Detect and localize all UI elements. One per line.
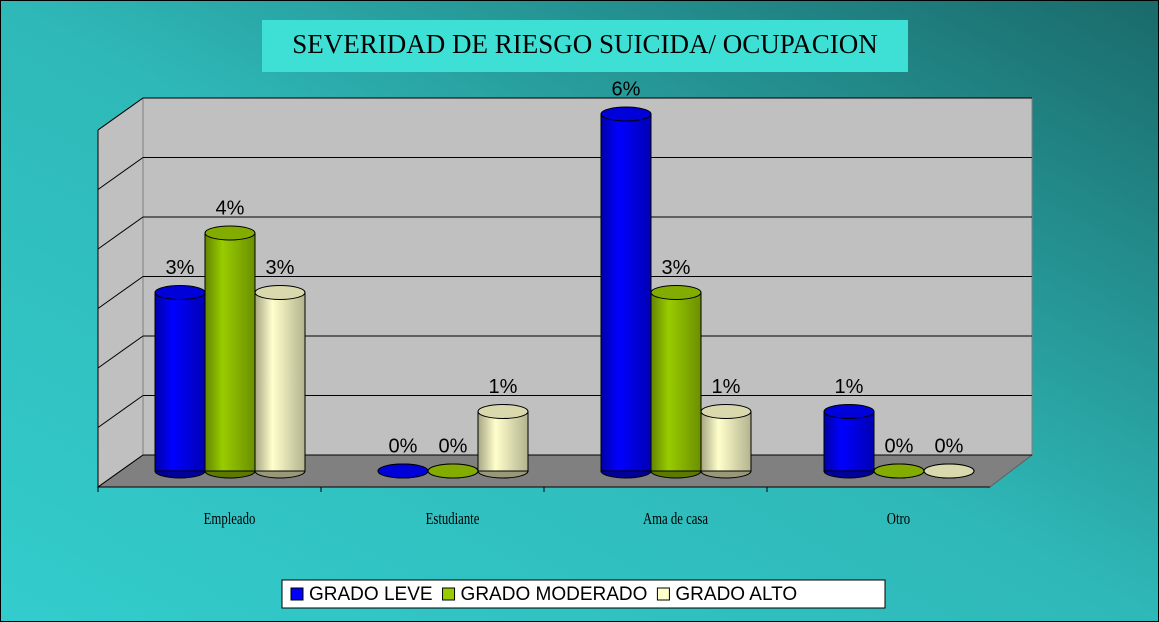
- bar-top: [650, 285, 702, 300]
- bar: [873, 463, 925, 479]
- side-grid-line: [97, 454, 144, 488]
- bar-body: [154, 292, 206, 472]
- bar-body: [650, 292, 702, 472]
- bar-top: [254, 285, 306, 300]
- side-grid-line: [97, 157, 144, 190]
- bar: [427, 463, 479, 479]
- data-label: 1%: [489, 376, 518, 398]
- bar-top: [873, 463, 925, 479]
- title-box: [262, 20, 908, 72]
- legend-label: GRADO MODERADO: [461, 584, 648, 605]
- bar: [923, 463, 975, 479]
- bar-body: [254, 292, 306, 472]
- x-tick-label: Estudiante: [426, 510, 480, 528]
- side-grid-line: [97, 395, 144, 428]
- chart-title: SEVERIDAD DE RIESGO SUICIDA/ OCUPACION: [292, 29, 878, 59]
- data-label: 0%: [389, 435, 418, 457]
- bar-top: [154, 285, 206, 300]
- legend-label: GRADO ALTO: [675, 584, 797, 605]
- legend-swatch: [656, 587, 670, 601]
- bar-top: [600, 106, 652, 122]
- bar-top: [477, 404, 529, 419]
- data-label: 0%: [439, 435, 468, 457]
- legend: [281, 579, 886, 609]
- bar-top: [700, 404, 752, 419]
- bar-top: [427, 463, 479, 479]
- bar: [823, 404, 875, 479]
- bar-body: [700, 411, 752, 472]
- side-grid-line: [97, 216, 144, 250]
- side-grid-line: [97, 276, 144, 309]
- bar-top: [923, 463, 975, 479]
- data-label: 1%: [835, 376, 864, 398]
- legend-swatch: [442, 587, 456, 601]
- data-label: 0%: [885, 435, 914, 457]
- bar-top: [823, 404, 875, 419]
- x-tick-label: Otro: [887, 510, 910, 528]
- side-grid-line: [97, 335, 144, 369]
- bar: [154, 285, 206, 479]
- data-label: 3%: [266, 257, 295, 279]
- bar-body: [204, 232, 256, 472]
- legend-swatch: [290, 587, 304, 601]
- bar-top: [204, 225, 256, 241]
- data-label: 3%: [662, 257, 691, 279]
- data-label: 6%: [612, 78, 641, 100]
- data-label: 3%: [166, 257, 195, 279]
- bar: [600, 106, 652, 479]
- bar: [204, 225, 256, 479]
- legend-items: GRADO LEVE GRADO MODERADO GRADO ALTO: [290, 584, 797, 605]
- legend-label: GRADO LEVE: [309, 584, 433, 605]
- bar-body: [600, 113, 652, 472]
- x-tick-label: Empleado: [204, 510, 256, 528]
- bar-body: [477, 411, 529, 472]
- side-grid-line: [97, 97, 144, 131]
- data-label: 0%: [935, 435, 964, 457]
- bar: [700, 404, 752, 479]
- bars: Empleado 3% 4% 3% Estudiante 0% 0% 1% Ama de cas…: [97, 78, 975, 528]
- data-label: 1%: [712, 376, 741, 398]
- x-tick-label: Ama de casa: [643, 510, 708, 528]
- bar: [254, 285, 306, 479]
- bar-body: [823, 411, 875, 472]
- bar: [377, 463, 429, 479]
- bar: [477, 404, 529, 479]
- bar-top: [377, 463, 429, 479]
- bar: [650, 285, 702, 479]
- data-label: 4%: [216, 197, 245, 219]
